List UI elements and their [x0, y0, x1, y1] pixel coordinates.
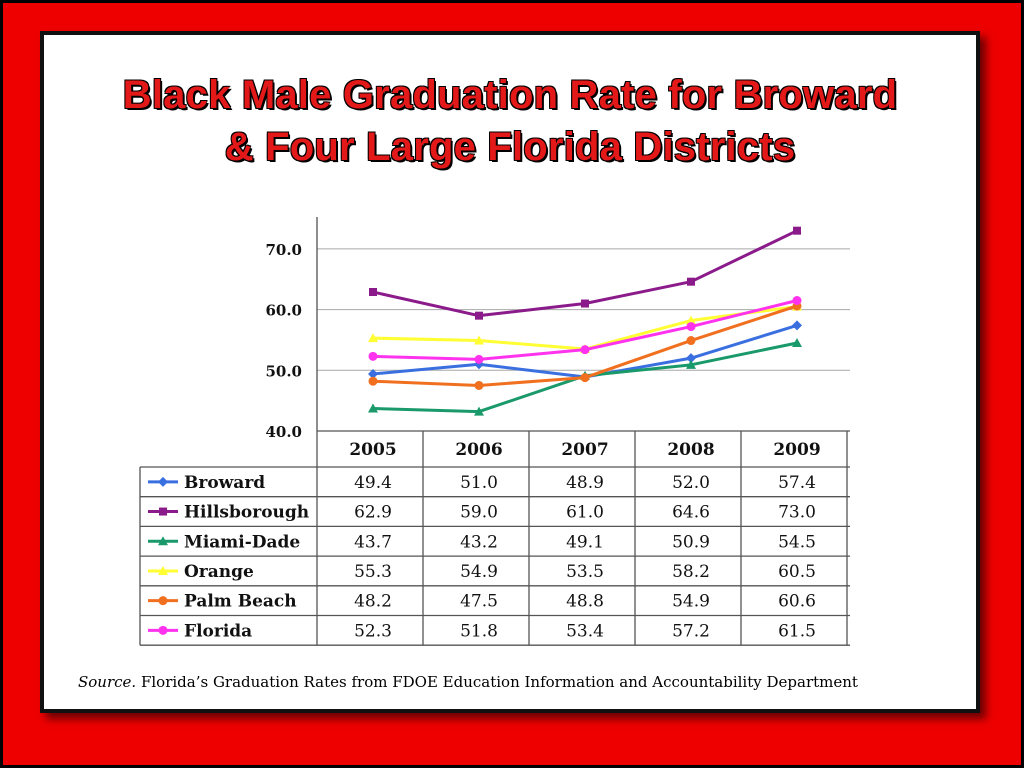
data-label: 58.2: [672, 562, 710, 582]
data-label: 48.9: [566, 473, 604, 493]
legend-marker: [159, 507, 167, 516]
legend-label: Palm Beach: [184, 592, 297, 612]
data-point: [686, 315, 696, 325]
data-label: 57.2: [672, 621, 710, 641]
data-label: 59.0: [460, 503, 498, 523]
data-point: [580, 373, 590, 383]
x-tick-label: 2008: [667, 440, 714, 460]
data-point: [687, 277, 695, 286]
legend-marker: [158, 596, 168, 606]
data-point: [686, 336, 696, 346]
data-point: [474, 335, 484, 345]
title-line-1: Black Male Graduation Rate for Broward: [122, 73, 898, 117]
data-label: 50.9: [672, 532, 710, 552]
legend-label: Broward: [184, 473, 265, 493]
data-label: 61.0: [566, 503, 604, 523]
data-label: 55.3: [354, 562, 392, 582]
slide: Black Male Graduation Rate for Broward &…: [40, 31, 980, 713]
data-point: [686, 353, 696, 364]
legend-marker: [158, 565, 168, 575]
legend-label: Florida: [184, 621, 252, 641]
x-tick-label: 2006: [455, 440, 502, 460]
data-label: 60.6: [778, 592, 816, 612]
data-label: 51.0: [460, 473, 498, 493]
data-label: 54.5: [778, 532, 816, 552]
data-label: 47.5: [460, 592, 498, 612]
data-label: 57.4: [778, 473, 816, 493]
data-point: [793, 226, 801, 235]
graduation-rate-chart: 40.0 50.0 60.0 70.0 2005 2006 2007 2008 2009 Brow…: [139, 217, 850, 646]
data-label: 48.8: [566, 592, 604, 612]
y-tick-label: 70.0: [265, 241, 302, 259]
slide-title: Black Male Graduation Rate for Broward &…: [44, 69, 976, 173]
data-point: [686, 359, 696, 369]
data-point: [686, 322, 696, 332]
legend-label: Miami-Dade: [184, 532, 300, 552]
data-point: [368, 368, 378, 379]
x-tick-label: 2005: [349, 440, 396, 460]
data-point: [474, 406, 484, 416]
data-label: 73.0: [778, 503, 816, 523]
data-label: 49.1: [566, 532, 604, 552]
data-label: 52.0: [672, 473, 710, 493]
data-point: [474, 354, 484, 364]
data-point: [792, 295, 802, 305]
data-point: [581, 299, 589, 308]
title-line-2: & Four Large Florida Districts: [224, 125, 796, 169]
x-tick-label: 2009: [773, 440, 820, 460]
data-label: 60.5: [778, 562, 816, 582]
y-tick-label: 50.0: [265, 362, 302, 380]
x-tick-label: 2007: [561, 440, 608, 460]
data-label: 43.2: [460, 532, 498, 552]
y-tick-label: 60.0: [265, 302, 302, 320]
source-text: Florida’s Graduation Rates from FDOE Edu…: [136, 673, 858, 691]
data-point: [368, 351, 378, 361]
data-label: 54.9: [672, 592, 710, 612]
legend-label: Orange: [184, 562, 254, 582]
data-label: 52.3: [354, 621, 392, 641]
data-label: 51.8: [460, 621, 498, 641]
data-label: 64.6: [672, 503, 710, 523]
data-label: 54.9: [460, 562, 498, 582]
data-label: 53.4: [566, 621, 604, 641]
data-point: [792, 337, 802, 347]
data-label: 48.2: [354, 592, 392, 612]
data-point: [792, 320, 802, 331]
data-label: 62.9: [354, 503, 392, 523]
data-point: [474, 380, 484, 390]
legend-marker: [158, 476, 168, 487]
data-point: [368, 333, 378, 343]
y-tick-label: 40.0: [265, 423, 302, 441]
source-label: Source.: [78, 673, 137, 691]
source-note: Source. Florida’s Graduation Rates from …: [78, 673, 858, 691]
legend-label: Hillsborough: [184, 503, 309, 523]
data-label: 53.5: [566, 562, 604, 582]
legend-marker: [158, 625, 168, 635]
data-point: [475, 311, 483, 320]
data-label: 61.5: [778, 621, 816, 641]
legend-marker: [158, 536, 168, 546]
data-point: [368, 403, 378, 413]
data-label: 43.7: [354, 532, 392, 552]
data-point: [580, 345, 590, 355]
data-point: [368, 376, 378, 386]
data-label: 49.4: [354, 473, 392, 493]
data-point: [369, 287, 377, 296]
